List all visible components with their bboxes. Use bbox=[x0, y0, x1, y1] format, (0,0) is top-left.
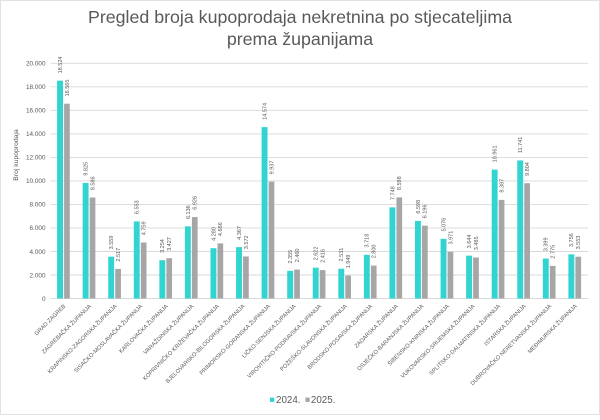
svg-text:6.598: 6.598 bbox=[416, 200, 422, 214]
svg-text:3.254: 3.254 bbox=[160, 239, 166, 253]
svg-text:2.517: 2.517 bbox=[116, 248, 122, 262]
svg-text:Broj kupoprodaja: Broj kupoprodaja bbox=[13, 129, 20, 181]
svg-text:4.367: 4.367 bbox=[237, 226, 243, 240]
svg-text:1.949: 1.949 bbox=[346, 255, 352, 269]
svg-text:2024.: 2024. bbox=[276, 395, 301, 406]
svg-text:6.926: 6.926 bbox=[193, 196, 199, 210]
svg-text:12.000: 12.000 bbox=[26, 155, 46, 162]
svg-text:5.076: 5.076 bbox=[441, 218, 447, 232]
svg-text:18.000: 18.000 bbox=[26, 84, 46, 91]
svg-text:3.427: 3.427 bbox=[167, 237, 173, 251]
svg-text:4.686: 4.686 bbox=[218, 222, 224, 236]
svg-text:20.000: 20.000 bbox=[26, 61, 46, 68]
svg-text:8.000: 8.000 bbox=[30, 202, 46, 209]
svg-text:10.000: 10.000 bbox=[26, 178, 46, 185]
svg-text:3.718: 3.718 bbox=[365, 234, 371, 248]
svg-text:2.531: 2.531 bbox=[339, 248, 345, 262]
svg-text:0: 0 bbox=[42, 296, 46, 303]
svg-text:9.804: 9.804 bbox=[525, 162, 531, 176]
svg-text:4.759: 4.759 bbox=[142, 221, 148, 235]
svg-text:2.775: 2.775 bbox=[551, 245, 557, 259]
svg-text:3.971: 3.971 bbox=[448, 231, 454, 245]
svg-text:2.000: 2.000 bbox=[30, 272, 46, 279]
svg-text:prema županijama: prema županijama bbox=[227, 29, 373, 49]
svg-text:8.586: 8.586 bbox=[90, 176, 96, 190]
svg-text:14.574: 14.574 bbox=[262, 103, 268, 120]
svg-text:4.280: 4.280 bbox=[211, 227, 217, 241]
svg-text:4.000: 4.000 bbox=[30, 249, 46, 256]
svg-text:3.644: 3.644 bbox=[467, 235, 473, 249]
svg-text:2.622: 2.622 bbox=[314, 247, 320, 261]
svg-text:9.825: 9.825 bbox=[84, 162, 90, 176]
svg-text:6.196: 6.196 bbox=[423, 205, 429, 219]
svg-text:18.524: 18.524 bbox=[58, 57, 64, 74]
svg-text:2025.: 2025. bbox=[311, 395, 336, 406]
svg-text:9.937: 9.937 bbox=[269, 161, 275, 175]
svg-text:2.800: 2.800 bbox=[372, 245, 378, 259]
svg-text:14.000: 14.000 bbox=[26, 131, 46, 138]
svg-text:2.416: 2.416 bbox=[321, 249, 327, 263]
svg-text:6.553: 6.553 bbox=[135, 200, 141, 214]
svg-text:8.387: 8.387 bbox=[499, 179, 505, 193]
svg-text:16.565: 16.565 bbox=[65, 80, 71, 97]
svg-text:10.961: 10.961 bbox=[493, 145, 499, 162]
svg-text:3.572: 3.572 bbox=[244, 235, 250, 249]
svg-text:6.136: 6.136 bbox=[186, 205, 192, 219]
svg-text:3.553: 3.553 bbox=[576, 236, 582, 250]
svg-text:3.756: 3.756 bbox=[569, 233, 575, 247]
svg-text:Pregled broja kupoprodaja nekr: Pregled broja kupoprodaja nekretnina po … bbox=[88, 7, 512, 27]
svg-text:2.460: 2.460 bbox=[295, 249, 301, 263]
svg-text:11.741: 11.741 bbox=[518, 137, 524, 153]
svg-text:3.399: 3.399 bbox=[544, 237, 550, 251]
svg-text:7.748: 7.748 bbox=[390, 186, 396, 200]
svg-text:6.000: 6.000 bbox=[30, 225, 46, 232]
svg-text:3.485: 3.485 bbox=[474, 236, 480, 250]
svg-text:8.598: 8.598 bbox=[397, 176, 403, 190]
svg-text:2.355: 2.355 bbox=[288, 250, 294, 264]
svg-text:16.000: 16.000 bbox=[26, 108, 46, 115]
svg-text:3.559: 3.559 bbox=[109, 236, 115, 250]
